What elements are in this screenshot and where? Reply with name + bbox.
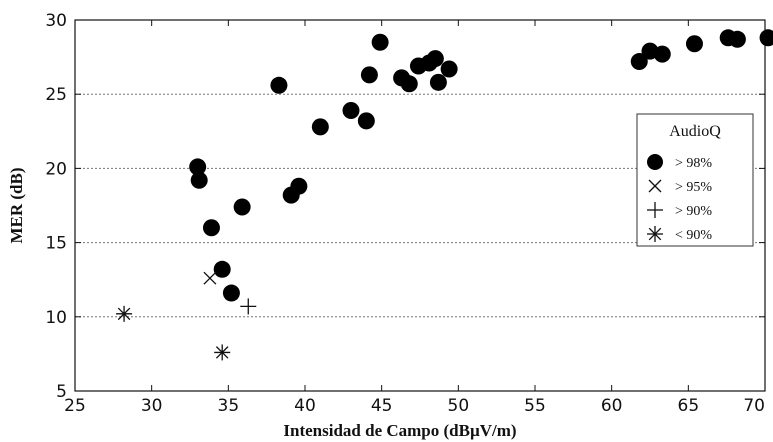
data-point (440, 60, 458, 78)
legend-items: > 98% > 95% > 90% < 90% (647, 154, 712, 243)
data-point (653, 45, 671, 63)
y-axis-label: MER (dB) (7, 167, 26, 243)
legend-title: AudioQ (669, 123, 721, 140)
data-point (203, 271, 217, 285)
data-point (240, 298, 257, 315)
y-tick-label: 20 (45, 159, 67, 179)
data-point (290, 177, 308, 195)
legend-label: > 95% (675, 180, 712, 195)
legend-marker (647, 202, 663, 218)
legend-marker (648, 179, 662, 193)
data-point (728, 30, 746, 48)
x-tick-label: 50 (448, 396, 470, 416)
x-tick-label: 35 (218, 396, 240, 416)
data-point (759, 29, 773, 47)
data-point (270, 76, 288, 94)
legend-item: > 98% (647, 154, 712, 171)
data-point (371, 33, 389, 51)
data-point (116, 305, 133, 322)
y-tick-label: 10 (45, 308, 67, 328)
data-point (214, 344, 231, 361)
data-point (426, 50, 444, 68)
x-tick-label: 25 (64, 396, 86, 416)
legend-label: > 98% (675, 156, 712, 171)
grid-lines (75, 93, 765, 318)
legend-item: < 90% (647, 226, 712, 243)
legend-marker (647, 154, 663, 170)
legend: AudioQ > 98% > 95% > 90% < 90% (636, 113, 754, 247)
data-points (116, 29, 773, 361)
data-point (190, 171, 208, 189)
y-tick-label: 25 (45, 85, 67, 105)
axis-ticks: 25 30 35 40 45 50 55 60 65 70 5 10 15 20 25 30 (45, 11, 766, 416)
data-point (189, 158, 207, 176)
data-point (429, 73, 447, 91)
data-point (233, 198, 251, 216)
x-tick-label: 60 (601, 396, 623, 416)
x-tick-label: 55 (524, 396, 546, 416)
legend-marker (647, 226, 663, 242)
x-tick-label: 65 (678, 396, 700, 416)
data-point (630, 53, 648, 71)
y-tick-label: 30 (45, 11, 67, 31)
x-tick-label: 45 (371, 396, 393, 416)
x-tick-label: 70 (743, 396, 765, 416)
data-point (357, 112, 375, 130)
plot-area (74, 19, 766, 392)
y-tick-label: 5 (56, 382, 67, 402)
legend-item: > 95% (648, 179, 712, 195)
data-point (202, 219, 220, 237)
legend-label: > 90% (675, 204, 712, 219)
x-tick-label: 30 (141, 396, 163, 416)
data-point (213, 260, 231, 278)
legend-label: < 90% (675, 228, 712, 243)
x-tick-label: 40 (294, 396, 316, 416)
legend-item: > 90% (647, 202, 712, 219)
x-axis-label: Intensidad de Campo (dBµV/m) (283, 421, 516, 440)
legend-box (636, 113, 754, 247)
y-tick-label: 15 (45, 234, 67, 254)
data-point (685, 35, 703, 53)
data-point (360, 66, 378, 84)
data-point (400, 75, 418, 93)
data-point (342, 102, 360, 120)
data-point (222, 284, 240, 302)
data-point (311, 118, 329, 136)
